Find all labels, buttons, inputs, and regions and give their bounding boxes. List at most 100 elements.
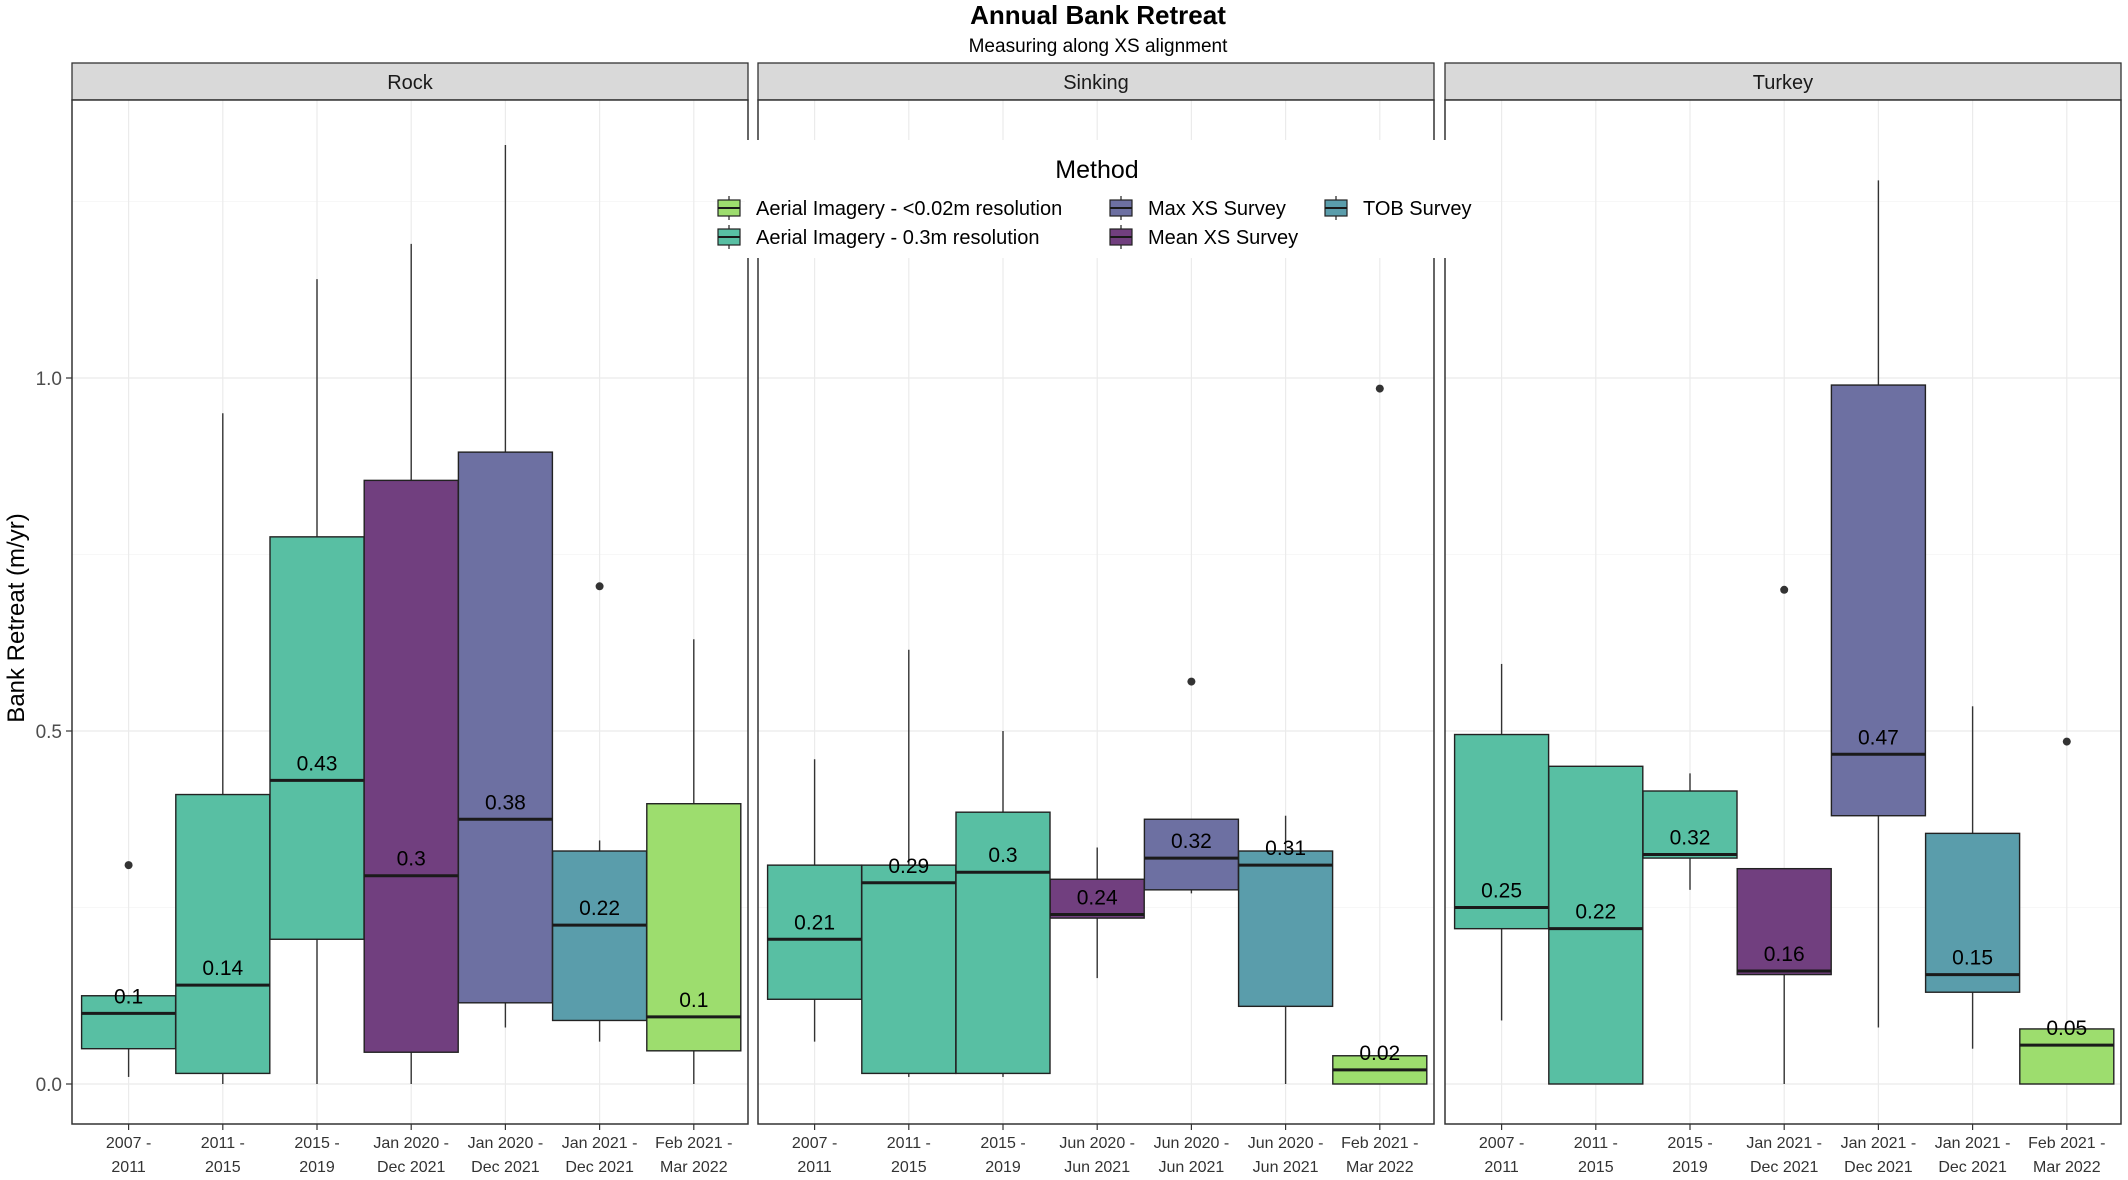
legend-entry-max-xs: Max XS Survey xyxy=(1109,196,1286,220)
facet-panel-turkey: Turkey 0.25 2007 - 2011 0.22 2011 - 2015 0.32 20… xyxy=(1444,62,2122,1176)
box-6: 0.31 Jun 2020 - Jun 2021 xyxy=(1237,815,1334,1176)
x-tick-label-line1: 2011 - xyxy=(887,1135,931,1152)
median-value-label: 0.31 xyxy=(1265,837,1306,860)
median-value-label: 0.3 xyxy=(397,848,426,871)
x-tick-label-line2: 2011 xyxy=(797,1159,832,1176)
legend-entry-label: Mean XS Survey xyxy=(1148,227,1298,249)
x-tick-label-line1: 2011 - xyxy=(201,1135,245,1152)
x-tick-label-line2: Mar 2022 xyxy=(2033,1159,2101,1176)
box-iqr xyxy=(955,811,1051,1075)
y-tick-label: 0.0 xyxy=(36,1075,62,1096)
box-iqr xyxy=(551,850,648,1022)
box-4: 0.3 Jan 2020 - Dec 2021 xyxy=(363,243,459,1176)
box-3: 0.32 2015 - 2019 xyxy=(1642,773,1738,1176)
box-iqr xyxy=(1453,733,1550,930)
box-iqr xyxy=(1736,867,1832,976)
x-tick-label-line1: 2007 - xyxy=(1479,1135,1524,1152)
x-tick-label-line1: Jun 2020 - xyxy=(1059,1135,1135,1152)
median-value-label: 0.43 xyxy=(297,752,338,775)
box-iqr xyxy=(363,479,459,1053)
box-3: 0.43 2015 - 2019 xyxy=(269,279,365,1176)
box-7: 0.1 Feb 2021 - Mar 2022 xyxy=(646,639,742,1176)
x-tick-label-line1: Feb 2021 - xyxy=(2028,1135,2105,1152)
x-tick-label-line2: Mar 2022 xyxy=(660,1159,728,1176)
outlier-point xyxy=(1780,585,1789,594)
panel-border xyxy=(71,99,749,1125)
box-7: 0.05 Feb 2021 - Mar 2022 xyxy=(2019,737,2115,1176)
x-tick-label-line1: Jan 2021 - xyxy=(1841,1135,1917,1152)
box-2: 0.22 2011 - 2015 xyxy=(1548,765,1644,1176)
facet-strip xyxy=(71,62,749,101)
box-iqr xyxy=(861,864,957,1075)
x-tick-label-line1: Jan 2020 - xyxy=(373,1135,449,1152)
box-iqr xyxy=(1049,878,1145,919)
median-value-label: 0.1 xyxy=(114,985,143,1008)
box-4: 0.24 Jun 2020 - Jun 2021 xyxy=(1049,847,1145,1176)
x-tick-label-line1: 2011 - xyxy=(1574,1135,1618,1152)
box-6: 0.15 Jan 2021 - Dec 2021 xyxy=(1924,706,2021,1176)
outlier-point xyxy=(1375,384,1384,393)
x-tick-label-line2: 2015 xyxy=(1578,1159,1614,1176)
x-tick-label-line1: Jan 2021 - xyxy=(1746,1135,1822,1152)
x-tick-label-line2: 2019 xyxy=(1672,1159,1708,1176)
legend-background xyxy=(745,140,1471,258)
legend-entry-tob: TOB Survey xyxy=(1324,196,1472,220)
median-value-label: 0.38 xyxy=(485,791,526,814)
box-iqr xyxy=(1830,384,1927,817)
x-tick-label-line2: Jun 2021 xyxy=(1064,1159,1130,1176)
x-tick-label-line2: 2011 xyxy=(111,1159,146,1176)
box-7: 0.02 Feb 2021 - Mar 2022 xyxy=(1332,384,1428,1176)
median-value-label: 0.1 xyxy=(679,989,708,1012)
x-tick-label-line2: 2015 xyxy=(891,1159,927,1176)
x-tick-label-line1: Jun 2020 - xyxy=(1154,1135,1230,1152)
x-tick-label-line1: Jan 2021 - xyxy=(562,1135,638,1152)
median-value-label: 0.22 xyxy=(1575,901,1616,924)
x-tick-label-line1: 2015 - xyxy=(980,1135,1025,1152)
facet-strip xyxy=(757,62,1435,101)
x-tick-label-line2: Dec 2021 xyxy=(471,1159,540,1176)
x-tick-label-line2: Jun 2021 xyxy=(1253,1159,1319,1176)
outlier-point xyxy=(1187,677,1196,686)
facet-panels: Rock 0.1 2007 - 2011 0.14 2011 - 2015 0.43 2015 … xyxy=(36,62,2122,1176)
x-tick-label-line1: Jan 2020 - xyxy=(468,1135,544,1152)
box-1: 0.21 2007 - 2011 xyxy=(766,759,863,1176)
box-4: 0.16 Jan 2021 - Dec 2021 xyxy=(1736,585,1832,1176)
box-5: 0.47 Jan 2021 - Dec 2021 xyxy=(1830,180,1927,1176)
legend: Method Aerial Imagery - <0.02m resolution… xyxy=(717,140,1472,258)
box-iqr xyxy=(457,451,554,1004)
x-tick-label-line2: 2011 xyxy=(1484,1159,1519,1176)
median-value-label: 0.02 xyxy=(1359,1042,1400,1065)
legend-entry-label: Max XS Survey xyxy=(1148,198,1286,220)
x-tick-label-line1: 2007 - xyxy=(792,1135,837,1152)
box-iqr xyxy=(1924,832,2021,993)
x-tick-label-line1: 2015 - xyxy=(294,1135,339,1152)
legend-entry-label: Aerial Imagery - 0.3m resolution xyxy=(756,227,1039,249)
y-tick-label: 0.5 xyxy=(36,722,62,743)
x-tick-label-line1: Feb 2021 - xyxy=(655,1135,732,1152)
x-tick-label-line1: 2007 - xyxy=(106,1135,151,1152)
box-1: 0.25 2007 - 2011 xyxy=(1453,663,1550,1176)
x-tick-label-line2: 2019 xyxy=(299,1159,335,1176)
median-value-label: 0.29 xyxy=(888,855,929,878)
box-iqr xyxy=(269,536,365,940)
x-tick-label-line1: Feb 2021 - xyxy=(1341,1135,1418,1152)
legend-entry-label: Aerial Imagery - <0.02m resolution xyxy=(756,198,1062,220)
box-iqr xyxy=(1548,765,1644,1085)
box-1: 0.1 2007 - 2011 xyxy=(80,861,177,1176)
x-tick-label-line2: 2015 xyxy=(205,1159,241,1176)
y-axis-label: Bank Retreat (m/yr) xyxy=(3,513,30,722)
outlier-point xyxy=(595,582,604,591)
median-value-label: 0.3 xyxy=(988,844,1017,867)
median-value-label: 0.21 xyxy=(794,911,835,934)
legend-entry-aerial-03: Aerial Imagery - 0.3m resolution xyxy=(717,225,1039,249)
median-value-label: 0.25 xyxy=(1481,880,1522,903)
chart-subtitle: Measuring along XS alignment xyxy=(969,36,1228,57)
box-2: 0.29 2011 - 2015 xyxy=(861,649,957,1176)
x-tick-label-line2: 2019 xyxy=(985,1159,1021,1176)
legend-title: Method xyxy=(1055,156,1138,184)
x-tick-label-line2: Mar 2022 xyxy=(1346,1159,1414,1176)
outlier-point xyxy=(2062,737,2071,746)
facet-strip xyxy=(1444,62,2122,101)
